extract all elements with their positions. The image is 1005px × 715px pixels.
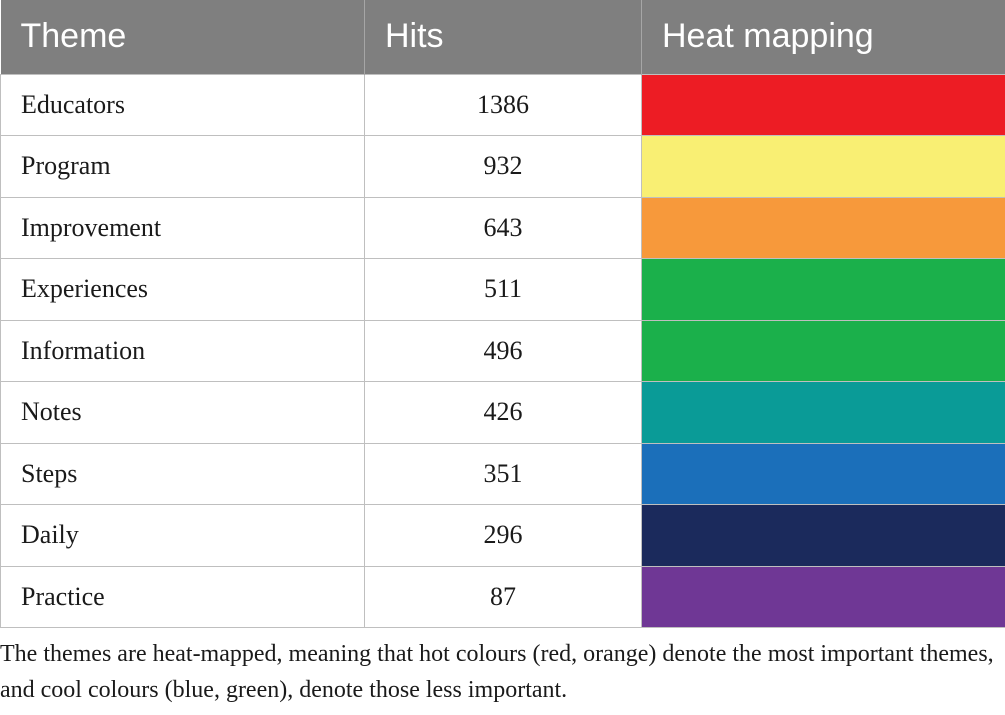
table-row: Information 496 — [0, 319, 1005, 382]
theme-cell: Information — [0, 319, 365, 382]
hits-cell: 351 — [364, 442, 642, 505]
heat-swatch — [641, 381, 1005, 444]
hits-cell: 643 — [364, 196, 642, 259]
hits-cell: 296 — [364, 504, 642, 567]
heat-swatch — [641, 565, 1005, 628]
theme-cell: Program — [0, 135, 365, 198]
table-row: Daily 296 — [0, 504, 1005, 567]
hits-cell: 511 — [364, 258, 642, 321]
table-row: Practice 87 — [0, 565, 1005, 628]
table-header: Theme Hits Heat mapping — [0, 0, 1005, 74]
heat-swatch — [641, 196, 1005, 259]
heat-swatch — [641, 135, 1005, 198]
table-row: Improvement 643 — [0, 196, 1005, 259]
table-row: Program 932 — [0, 135, 1005, 198]
theme-cell: Steps — [0, 442, 365, 505]
heat-swatch — [641, 258, 1005, 321]
heat-swatch — [641, 73, 1005, 136]
hits-cell: 496 — [364, 319, 642, 382]
theme-cell: Daily — [0, 504, 365, 567]
heat-swatch — [641, 442, 1005, 505]
table-row: Experiences 511 — [0, 258, 1005, 321]
theme-cell: Practice — [0, 565, 365, 628]
heat-swatch — [641, 504, 1005, 567]
theme-cell: Improvement — [0, 196, 365, 259]
heat-swatch — [641, 319, 1005, 382]
hits-cell: 932 — [364, 135, 642, 198]
theme-cell: Educators — [0, 73, 365, 136]
table-caption: The themes are heat-mapped, meaning that… — [0, 641, 994, 703]
table-row: Notes 426 — [0, 381, 1005, 444]
header-hits: Hits — [364, 0, 642, 74]
theme-cell: Experiences — [0, 258, 365, 321]
table-row: Educators 1386 — [0, 73, 1005, 136]
header-row: Theme Hits Heat mapping — [0, 0, 1005, 74]
heat-map-table: Theme Hits Heat mapping Educators 1386 Pro… — [0, 0, 1005, 628]
hits-cell: 87 — [364, 565, 642, 628]
header-heat-mapping: Heat mapping — [641, 0, 1005, 74]
theme-cell: Notes — [0, 381, 365, 444]
hits-cell: 426 — [364, 381, 642, 444]
header-theme: Theme — [0, 0, 365, 74]
hits-cell: 1386 — [364, 73, 642, 136]
table-row: Steps 351 — [0, 442, 1005, 505]
table-body: Educators 1386 Program 932 Improvement 643 Exp… — [0, 73, 1005, 628]
